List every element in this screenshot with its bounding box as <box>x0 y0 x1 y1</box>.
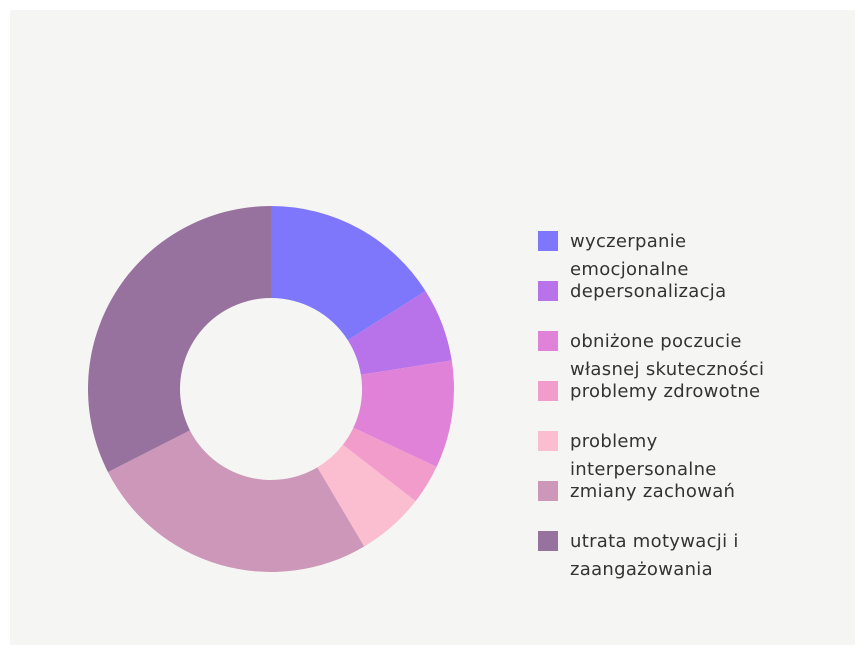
legend-label: utrata motywacji i zaangażowania <box>570 531 739 580</box>
donut-segment <box>107 430 365 572</box>
legend-item: depersonalizacja <box>538 278 798 306</box>
legend-item: problemy interpersonalne <box>538 428 798 484</box>
legend-swatch <box>538 481 558 501</box>
donut-segment <box>347 290 452 375</box>
legend-item: utrata motywacji i zaangażowania <box>538 528 798 584</box>
donut-segment <box>317 444 416 547</box>
legend-label: problemy zdrowotne <box>570 381 761 402</box>
legend-swatch <box>538 531 558 551</box>
legend-item: wyczerpanie emocjonalne <box>538 228 798 284</box>
legend-swatch <box>538 331 558 351</box>
legend-swatch <box>538 431 558 451</box>
legend-swatch <box>538 281 558 301</box>
donut-segment <box>342 427 437 502</box>
donut-segment <box>353 360 454 467</box>
legend-item: obniżone poczucie własnej skuteczności <box>538 328 798 384</box>
donut-segment <box>88 206 271 473</box>
legend-label: problemy interpersonalne <box>570 431 717 480</box>
legend-label: wyczerpanie emocjonalne <box>570 231 689 280</box>
legend-label: obniżone poczucie własnej skuteczności <box>570 331 765 380</box>
legend-label: zmiany zachowań <box>570 481 736 502</box>
legend-label: depersonalizacja <box>570 281 727 302</box>
legend-item: zmiany zachowań <box>538 478 798 506</box>
legend-item: problemy zdrowotne <box>538 378 798 406</box>
legend-swatch <box>538 231 558 251</box>
donut-segment <box>271 206 426 341</box>
legend-swatch <box>538 381 558 401</box>
